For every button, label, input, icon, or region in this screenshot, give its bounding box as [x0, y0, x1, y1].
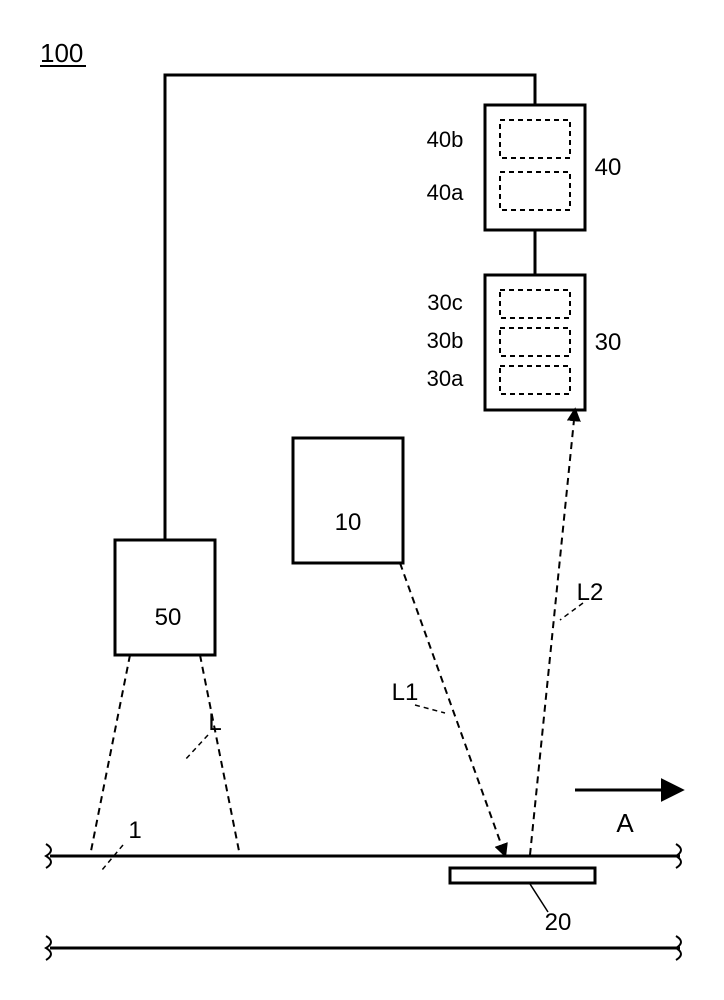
svg-text:30: 30 — [595, 329, 622, 356]
svg-text:L1: L1 — [392, 679, 419, 706]
path-L2 — [530, 410, 575, 855]
boxes-group: 50 10 40 30 — [115, 105, 621, 655]
connector-40-50 — [165, 75, 535, 540]
inner-boxes-group: 40b 40a 30c 30b 30a — [427, 120, 570, 394]
technical-diagram: 100 50104030 40b40a30c30b30a 1 20 LL1L2 … — [0, 0, 724, 1000]
inner-box-40a — [500, 172, 570, 210]
connectors-group — [165, 75, 535, 540]
box-10 — [293, 438, 403, 563]
svg-text:1: 1 — [128, 817, 141, 844]
svg-text:L2: L2 — [577, 579, 604, 606]
svg-text:30c: 30c — [427, 290, 462, 315]
svg-text:40b: 40b — [427, 127, 464, 152]
svg-text:50: 50 — [155, 604, 182, 631]
inner-box-30b — [500, 328, 570, 356]
svg-text:30a: 30a — [427, 366, 464, 391]
break-marks — [46, 844, 681, 960]
slab-20: 20 — [450, 868, 595, 936]
svg-text:20: 20 — [545, 909, 572, 936]
svg-text:A: A — [616, 808, 634, 838]
svg-text:L: L — [208, 709, 221, 736]
inner-box-40b — [500, 120, 570, 158]
direction-arrow-a: A — [575, 790, 680, 838]
light-paths: L L1 L2 — [90, 410, 603, 856]
path-L-1 — [200, 655, 240, 856]
svg-text:10: 10 — [335, 509, 362, 536]
svg-text:40a: 40a — [427, 180, 464, 205]
slab-20-rect — [450, 868, 595, 883]
svg-text:40: 40 — [595, 154, 622, 181]
svg-text:100: 100 — [40, 38, 83, 68]
inner-box-30a — [500, 366, 570, 394]
box-50 — [115, 540, 215, 655]
svg-text:30b: 30b — [427, 328, 464, 353]
inner-box-30c — [500, 290, 570, 318]
figure-reference: 100 — [40, 38, 86, 68]
path-L1 — [400, 563, 505, 855]
path-L-0 — [90, 655, 130, 856]
